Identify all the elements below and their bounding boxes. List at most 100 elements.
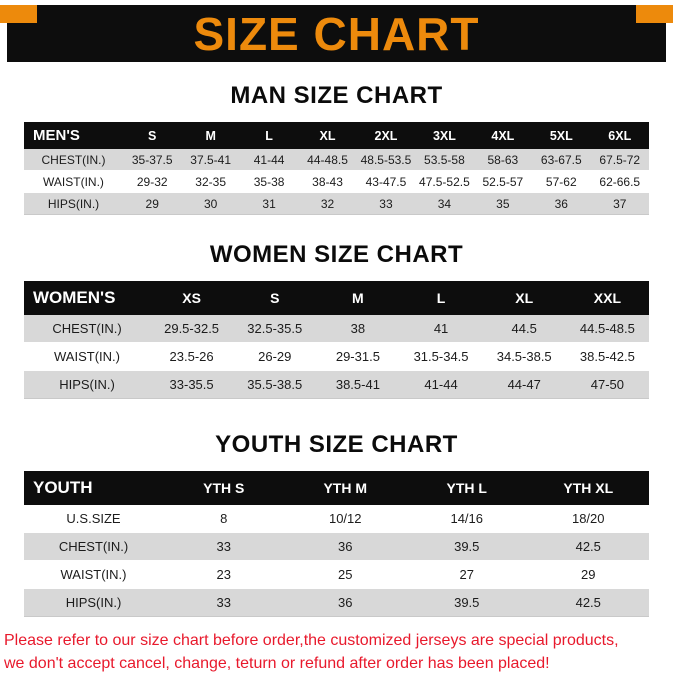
size-chart-page: SIZE CHART MAN SIZE CHART MEN'S S M L XL 2XL 3… [0, 5, 673, 674]
table-row: CHEST(IN.) 29.5-32.5 32.5-35.5 38 41 44.5 44.5… [24, 315, 649, 343]
title-banner: SIZE CHART [7, 5, 666, 62]
size-column-header: L [239, 122, 299, 149]
order-note-line-1: Please refer to our size chart before or… [4, 632, 619, 649]
table-cell: 36 [532, 192, 591, 215]
table-cell: 57-62 [532, 170, 591, 193]
table-cell: 34 [415, 192, 474, 215]
table-cell: 33 [163, 588, 285, 617]
table-cell: 44.5-48.5 [565, 315, 649, 343]
corner-accent-left [0, 5, 37, 23]
table-cell: 41-44 [399, 370, 483, 399]
row-label: HIPS(IN.) [24, 192, 123, 215]
size-column-header: L [399, 281, 483, 315]
row-label: WAIST(IN.) [24, 170, 123, 193]
youth-size-table-container: YOUTH YTH S YTH M YTH L YTH XL U.S.SIZE 8 10/12… [24, 471, 649, 617]
size-column-header: 3XL [415, 122, 474, 149]
size-column-header: YTH S [163, 471, 285, 505]
table-cell: 27 [406, 560, 528, 589]
table-cell: 32.5-35.5 [233, 315, 317, 343]
men-size-table-container: MEN'S S M L XL 2XL 3XL 4XL 5XL 6XL CHEST(IN.) 35-37… [24, 122, 649, 215]
table-corner-label: YOUTH [24, 471, 163, 505]
table-cell: 36 [284, 588, 406, 617]
table-cell: 10/12 [284, 505, 406, 533]
table-cell: 29-31.5 [316, 342, 400, 371]
size-table: YOUTH YTH S YTH M YTH L YTH XL U.S.SIZE 8 10/12… [24, 471, 649, 617]
table-cell: 38 [316, 315, 400, 343]
table-cell: 43-47.5 [356, 170, 416, 193]
table-cell: 47-50 [565, 370, 649, 399]
table-cell: 29.5-32.5 [150, 315, 234, 343]
table-cell: 67.5-72 [590, 149, 649, 171]
table-cell: 44.5 [482, 315, 566, 343]
row-label: CHEST(IN.) [24, 149, 123, 171]
table-cell: 44-48.5 [298, 149, 357, 171]
size-column-header: 4XL [473, 122, 533, 149]
row-label: CHEST(IN.) [24, 315, 150, 343]
table-row: WAIST(IN.) 23.5-26 26-29 29-31.5 31.5-34.5 34… [24, 342, 649, 371]
table-row: CHEST(IN.) 33 36 39.5 42.5 [24, 532, 649, 561]
women-size-chart-heading: WOMEN SIZE CHART [209, 241, 464, 268]
header-row: WOMEN'S XS S M L XL XXL [24, 281, 649, 315]
page-title: SIZE CHART [193, 7, 480, 60]
table-row: WAIST(IN.) 29-32 32-35 35-38 38-43 43-47.5 47.… [24, 170, 649, 193]
table-cell: 47.5-52.5 [415, 170, 474, 193]
table-cell: 23.5-26 [150, 342, 234, 371]
table-cell: 33-35.5 [150, 370, 234, 399]
table-cell: 14/16 [406, 505, 528, 533]
table-cell: 18/20 [527, 505, 649, 533]
table-cell: 35-38 [239, 170, 299, 193]
table-cell: 34.5-38.5 [482, 342, 566, 371]
table-cell: 37 [590, 192, 649, 215]
man-size-chart-heading: MAN SIZE CHART [230, 82, 443, 109]
table-row: HIPS(IN.) 33-35.5 35.5-38.5 38.5-41 41-44 44-… [24, 370, 649, 399]
table-cell: 29 [123, 192, 182, 215]
row-label: WAIST(IN.) [24, 342, 150, 371]
table-cell: 32-35 [181, 170, 240, 193]
row-label: U.S.SIZE [24, 505, 163, 533]
table-cell: 33 [356, 192, 416, 215]
table-cell: 63-67.5 [532, 149, 591, 171]
table-cell: 26-29 [233, 342, 317, 371]
table-cell: 29-32 [123, 170, 182, 193]
size-table: MEN'S S M L XL 2XL 3XL 4XL 5XL 6XL CHEST(IN.) 35-37… [24, 122, 649, 215]
table-corner-label: WOMEN'S [24, 281, 150, 315]
table-cell: 48.5-53.5 [356, 149, 416, 171]
header-row: YOUTH YTH S YTH M YTH L YTH XL [24, 471, 649, 505]
table-cell: 42.5 [527, 532, 649, 561]
table-row: WAIST(IN.) 23 25 27 29 [24, 560, 649, 589]
youth-size-chart-heading: YOUTH SIZE CHART [215, 431, 458, 458]
table-cell: 58-63 [473, 149, 533, 171]
size-column-header: YTH M [284, 471, 406, 505]
order-note-line-2: we don't accept cancel, change, teturn o… [4, 655, 550, 673]
table-cell: 31.5-34.5 [399, 342, 483, 371]
table-cell: 35 [473, 192, 533, 215]
table-cell: 33 [163, 532, 285, 561]
order-note: Please refer to our size chart before or… [4, 629, 669, 675]
table-cell: 39.5 [406, 588, 528, 617]
size-column-header: YTH XL [527, 471, 649, 505]
table-corner-label: MEN'S [24, 122, 123, 149]
table-cell: 36 [284, 532, 406, 561]
table-cell: 38-43 [298, 170, 357, 193]
table-cell: 37.5-41 [181, 149, 240, 171]
table-cell: 38.5-41 [316, 370, 400, 399]
size-column-header: M [316, 281, 400, 315]
size-column-header: 2XL [356, 122, 416, 149]
table-cell: 52.5-57 [473, 170, 533, 193]
man-size-chart-section: MAN SIZE CHART MEN'S S M L XL 2XL 3XL 4XL 5XL 6XL… [0, 82, 673, 215]
size-column-header: XS [150, 281, 234, 315]
table-cell: 42.5 [527, 588, 649, 617]
table-cell: 25 [284, 560, 406, 589]
table-cell: 35.5-38.5 [233, 370, 317, 399]
table-row: HIPS(IN.) 33 36 39.5 42.5 [24, 588, 649, 617]
table-cell: 29 [527, 560, 649, 589]
table-cell: 8 [163, 505, 285, 533]
table-cell: 30 [181, 192, 240, 215]
size-column-header: YTH L [406, 471, 528, 505]
size-column-header: S [233, 281, 317, 315]
women-size-chart-section: WOMEN SIZE CHART WOMEN'S XS S M L XL XXL CHEST(… [0, 241, 673, 399]
row-label: HIPS(IN.) [24, 588, 163, 617]
size-column-header: XL [298, 122, 357, 149]
size-column-header: XXL [565, 281, 649, 315]
table-row: HIPS(IN.) 29 30 31 32 33 34 35 36 37 [24, 192, 649, 215]
